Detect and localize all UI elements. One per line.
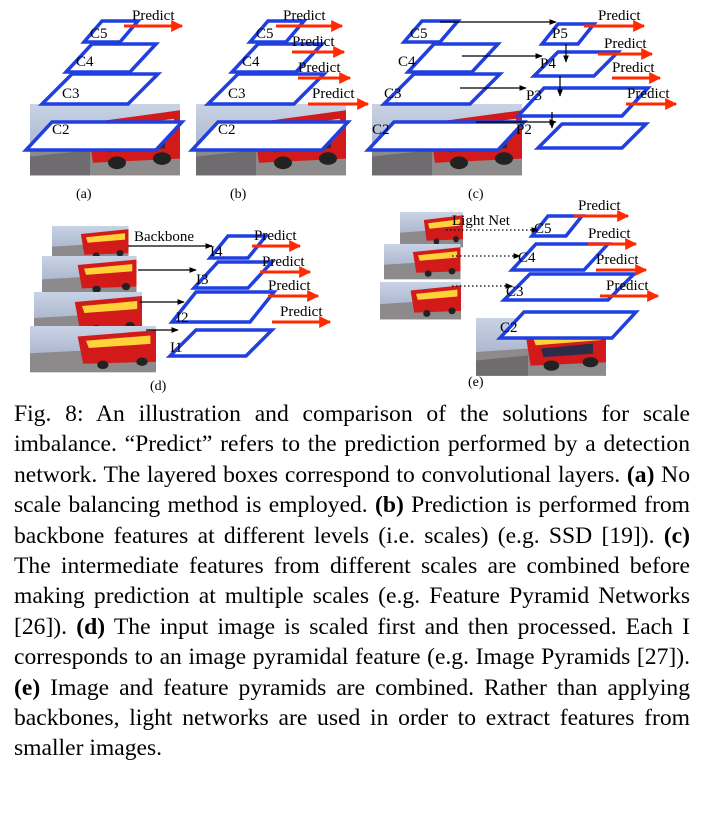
layer-p3-c: [513, 86, 653, 118]
predict-label-c-p4: Predict: [604, 36, 647, 52]
label-c2-e: C2: [500, 320, 518, 336]
layer-p2-c: [533, 122, 651, 150]
layer-c4-e: [508, 242, 612, 272]
layer-c3-b: [203, 72, 329, 106]
layer-c2-a: [21, 120, 187, 152]
label-c2-c: C2: [372, 122, 390, 138]
predict-label-d-i3: Predict: [262, 254, 305, 270]
panel-label-e: (e): [468, 375, 484, 390]
figure-diagram: C2 C3 C4 C5 Predict (a) C2 C3 C4 C5 Pred…: [21, 8, 678, 394]
layer-c3-e: [499, 272, 639, 302]
backbone-label: Backbone: [134, 229, 194, 245]
panel-label-d: (d): [150, 379, 167, 394]
layer-p5-c: [538, 22, 598, 46]
label-i3-d: I3: [196, 272, 209, 288]
predict-label-e-c5: Predict: [578, 198, 621, 214]
input-image-d-2: [42, 256, 137, 296]
input-image-e-3: [380, 282, 461, 320]
caption-text-d: The input image is scaled first and then…: [14, 613, 690, 671]
label-c5-e: C5: [534, 221, 552, 237]
label-c2-b: C2: [218, 122, 236, 138]
predict-label-a: Predict: [132, 8, 175, 24]
predict-label-c-p5: Predict: [598, 8, 641, 24]
layer-c4-a: [61, 42, 161, 74]
caption-text-b: Prediction is performed from backbone fe…: [14, 492, 690, 549]
predict-label-b-c3: Predict: [298, 60, 341, 76]
panel-label-b: (b): [230, 187, 247, 202]
light-net-label: Light Net: [452, 213, 511, 229]
layer-c2-b: [187, 120, 353, 152]
predict-label-d-i4: Predict: [254, 228, 297, 244]
predict-label-d-i2: Predict: [268, 278, 311, 294]
label-c3-c: C3: [384, 86, 402, 102]
predict-label-c-p2: Predict: [627, 86, 670, 102]
caption-text-a: No scale balancing method is employed.: [14, 461, 691, 519]
input-image-e-2: [384, 244, 461, 280]
caption-intro: Fig. 8: An illustration and comparison o…: [14, 401, 690, 488]
label-i4-d: I4: [210, 244, 223, 260]
layer-c5-c: [400, 19, 462, 44]
predict-label-e-c4: Predict: [588, 226, 631, 242]
predict-label-e-c2: Predict: [606, 278, 649, 294]
layer-c2-e: [496, 310, 640, 340]
label-c3-a: C3: [62, 86, 80, 102]
caption-tag-b: (b): [374, 492, 404, 519]
label-c2-a: C2: [52, 122, 70, 138]
panel-a: C2 C3 C4 C5 Predict (a): [21, 8, 187, 202]
label-c4-e: C4: [518, 250, 536, 266]
layer-c2-c: [363, 120, 529, 152]
layer-i2-d: [168, 290, 278, 324]
input-image-d-1: [52, 226, 129, 262]
label-c4-a: C4: [76, 54, 94, 70]
panel-b: C2 C3 C4 C5 Predict Predict Predict Pred…: [187, 8, 370, 202]
layer-c3-c: [379, 72, 505, 106]
predict-label-d-i1: Predict: [280, 304, 323, 320]
layer-c3-a: [37, 72, 163, 106]
label-i2-d: I2: [176, 310, 189, 326]
input-image-d-4: [30, 326, 156, 373]
layer-i3-d: [190, 260, 276, 290]
label-c5-c: C5: [410, 26, 428, 42]
label-c3-b: C3: [228, 86, 246, 102]
predict-label-b-c2: Predict: [312, 86, 355, 102]
layer-i4-d: [206, 234, 270, 260]
label-c5-a: C5: [90, 26, 108, 42]
layer-c4-c: [403, 42, 503, 74]
label-c4-c: C4: [398, 54, 416, 70]
caption-tag-e: (e): [14, 674, 41, 701]
layer-p4-c: [529, 50, 623, 78]
label-c5-b: C5: [256, 26, 274, 42]
label-p5-c: P5: [552, 26, 568, 42]
predict-label-b-c5: Predict: [283, 8, 326, 24]
caption-tag-a: (a): [626, 461, 655, 488]
predict-label-b-c4: Predict: [292, 34, 335, 50]
panel-d: I1 I2 I3 I4 Backbone Predict Predict Pre…: [30, 226, 332, 394]
predict-label-c-p3: Predict: [612, 60, 655, 76]
label-p2-c: P2: [516, 122, 532, 138]
caption-text-c: The intermediate features from different…: [14, 553, 690, 640]
label-p3-c: P3: [526, 88, 542, 104]
label-p4-c: P4: [540, 56, 556, 72]
predict-label-e-c3: Predict: [596, 252, 639, 268]
layer-i1-d: [165, 328, 277, 358]
label-c4-b: C4: [242, 54, 260, 70]
panel-label-c: (c): [468, 187, 484, 202]
panel-e: C2 C3 C4 C5 Light Net Predict Predict Pr…: [380, 198, 660, 390]
label-i1-d: I1: [170, 340, 183, 356]
panel-c: C2 C3 C4 C5 P2 P3 P4 P5 Predict Predict …: [363, 8, 678, 202]
panel-label-a: (a): [76, 187, 92, 202]
caption-tag-d: (d): [76, 613, 106, 640]
caption-tag-c: (c): [663, 522, 690, 549]
figure-caption: Fig. 8: An illustration and comparison o…: [14, 399, 690, 764]
caption-text-e: Image and feature pyramids are combined.…: [14, 674, 690, 762]
